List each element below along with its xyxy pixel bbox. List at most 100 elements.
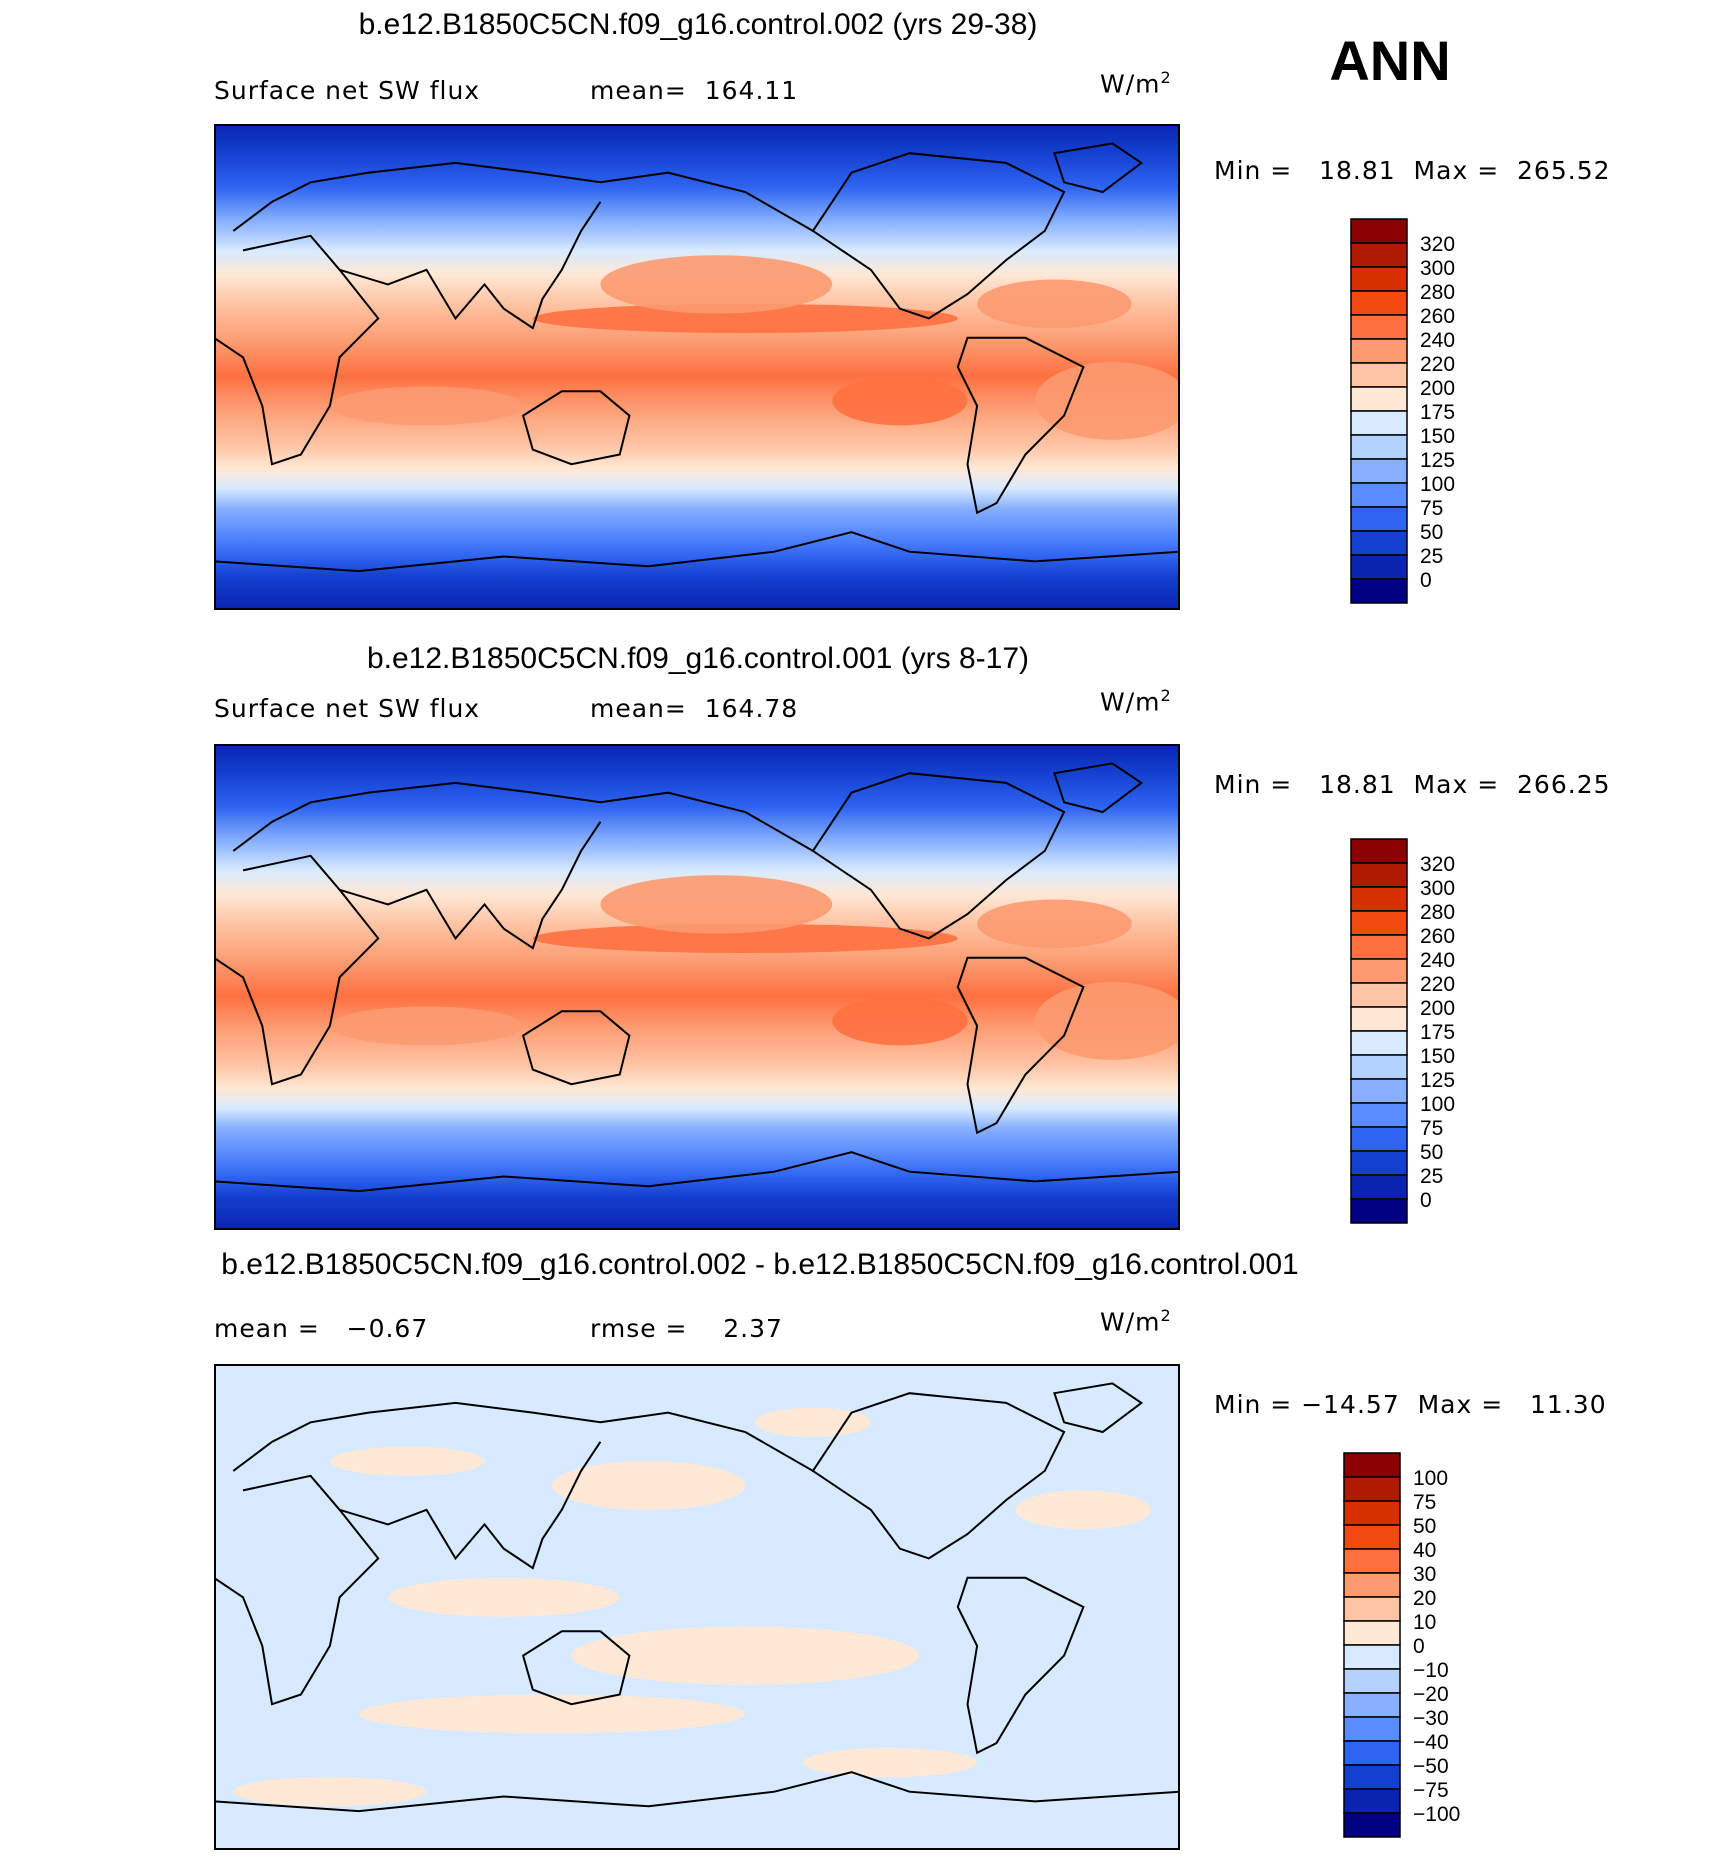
colorbar-box <box>1343 1668 1401 1694</box>
colorbar-box <box>1350 1102 1408 1128</box>
field-patch <box>552 1461 746 1510</box>
colorbar-box <box>1350 482 1408 508</box>
colorbar-box <box>1350 530 1408 556</box>
map-frame <box>214 744 1180 1230</box>
panel-2: b.e12.B1850C5CN.f09_g16.control.001 (yrs… <box>0 620 1710 1240</box>
colorbar-level-label: 280 <box>1420 281 1455 304</box>
units-exponent: 2 <box>1160 68 1172 87</box>
colorbar-box <box>1350 934 1408 960</box>
colorbar-box <box>1350 1126 1408 1152</box>
field-blob <box>600 255 833 314</box>
coastline <box>232 161 814 232</box>
coastline <box>1053 1382 1144 1434</box>
colorbar-level-label: 100 <box>1420 473 1455 496</box>
panel-mean-label: rmse = 2.37 <box>590 1314 783 1343</box>
panel-min-max: Min = 18.81 Max = 265.52 <box>1214 156 1611 185</box>
panel-title: b.e12.B1850C5CN.f09_g16.control.002 (yrs… <box>358 8 1038 41</box>
coastline <box>956 1576 1085 1755</box>
colorbar-box <box>1350 1030 1408 1056</box>
colorbar-box <box>1343 1596 1401 1622</box>
colorbar-box <box>1343 1716 1401 1742</box>
colorbar-box <box>1350 434 1408 460</box>
colorbar-level-label: 240 <box>1420 949 1455 972</box>
coastline <box>232 781 814 852</box>
colorbar-level-label: −50 <box>1413 1755 1449 1778</box>
panel-title: b.e12.B1850C5CN.f09_g16.control.001 (yrs… <box>366 642 1030 675</box>
panel-min-max: Min = −14.57 Max = 11.30 <box>1214 1390 1607 1419</box>
colorbar-box <box>1350 266 1408 292</box>
colorbar-box <box>1343 1812 1401 1838</box>
colorbar-box <box>1343 1476 1401 1502</box>
colorbar-level-label: 320 <box>1420 233 1455 256</box>
field-blob <box>1035 982 1180 1060</box>
colorbar-box <box>1350 1078 1408 1104</box>
colorbar-level-label: 200 <box>1420 377 1455 400</box>
colorbar-level-label: 260 <box>1420 305 1455 328</box>
colorbar-box <box>1350 838 1408 864</box>
colorbar-level-label: 10 <box>1413 1611 1436 1634</box>
colorbar-box <box>1343 1572 1401 1598</box>
colorbar-level-label: 240 <box>1420 329 1455 352</box>
colorbar-box <box>1343 1620 1401 1646</box>
colorbar-level-label: 300 <box>1420 877 1455 900</box>
panel-title: b.e12.B1850C5CN.f09_g16.control.002 - b.… <box>221 1248 1299 1281</box>
colorbar-level-label: 200 <box>1420 997 1455 1020</box>
coastline <box>521 1010 631 1086</box>
field-background <box>214 124 1180 610</box>
field-blob <box>977 899 1132 949</box>
colorbar-level-label: 320 <box>1420 853 1455 876</box>
coastline <box>956 956 1085 1135</box>
colorbar-box <box>1343 1500 1401 1526</box>
colorbar-level-label: 75 <box>1413 1491 1436 1514</box>
colorbar-level-label: 300 <box>1420 257 1455 280</box>
panel-left-label: Surface net SW flux <box>214 694 481 723</box>
colorbar-level-label: 175 <box>1420 1021 1455 1044</box>
coastline <box>214 854 380 1086</box>
colorbar-box <box>1350 218 1408 244</box>
panel-1: b.e12.B1850C5CN.f09_g16.control.002 (yrs… <box>0 0 1710 620</box>
panel-units: W/m2 <box>1100 1306 1172 1336</box>
field-patch <box>387 1577 620 1617</box>
colorbar-level-label: −40 <box>1413 1731 1449 1754</box>
colorbar-level-label: 260 <box>1420 925 1455 948</box>
coastline <box>214 1151 1180 1193</box>
colorbar-box <box>1343 1524 1401 1550</box>
colorbar-level-label: 175 <box>1420 401 1455 424</box>
field-blob <box>329 386 524 426</box>
colorbar-level-label: 220 <box>1420 973 1455 996</box>
colorbar-box <box>1350 362 1408 388</box>
units-base: W/m <box>1100 687 1161 717</box>
colorbar-box <box>1350 1198 1408 1224</box>
coastline <box>339 1441 602 1570</box>
colorbar-level-label: −20 <box>1413 1683 1449 1706</box>
coastline <box>521 1630 631 1706</box>
panel-units: W/m2 <box>1100 686 1172 716</box>
coastline <box>811 772 1066 940</box>
colorbar-level-label: 50 <box>1420 1141 1443 1164</box>
colorbar-level-label: −30 <box>1413 1707 1449 1730</box>
coastline <box>214 531 1180 573</box>
coastline <box>232 1401 814 1472</box>
colorbar-level-label: 25 <box>1420 1165 1443 1188</box>
coastline <box>1053 762 1144 814</box>
colorbar-box <box>1350 578 1408 604</box>
field-blob <box>977 279 1132 329</box>
colorbar-box <box>1350 338 1408 364</box>
coastline <box>811 152 1066 320</box>
colorbar-box <box>1343 1788 1401 1814</box>
field-blob <box>832 996 968 1046</box>
field-patch <box>233 1777 427 1807</box>
units-base: W/m <box>1100 69 1161 99</box>
coastline <box>339 201 602 330</box>
colorbar-box <box>1350 458 1408 484</box>
colorbar-box <box>1350 958 1408 984</box>
colorbar-box <box>1350 242 1408 268</box>
panel-mean-label: mean= 164.11 <box>590 76 799 105</box>
panel-min-max: Min = 18.81 Max = 266.25 <box>1214 770 1611 799</box>
colorbar-level-label: 25 <box>1420 545 1443 568</box>
coastline <box>339 821 602 950</box>
colorbar-box <box>1350 410 1408 436</box>
colorbar-box <box>1343 1692 1401 1718</box>
field-blob <box>600 875 833 934</box>
